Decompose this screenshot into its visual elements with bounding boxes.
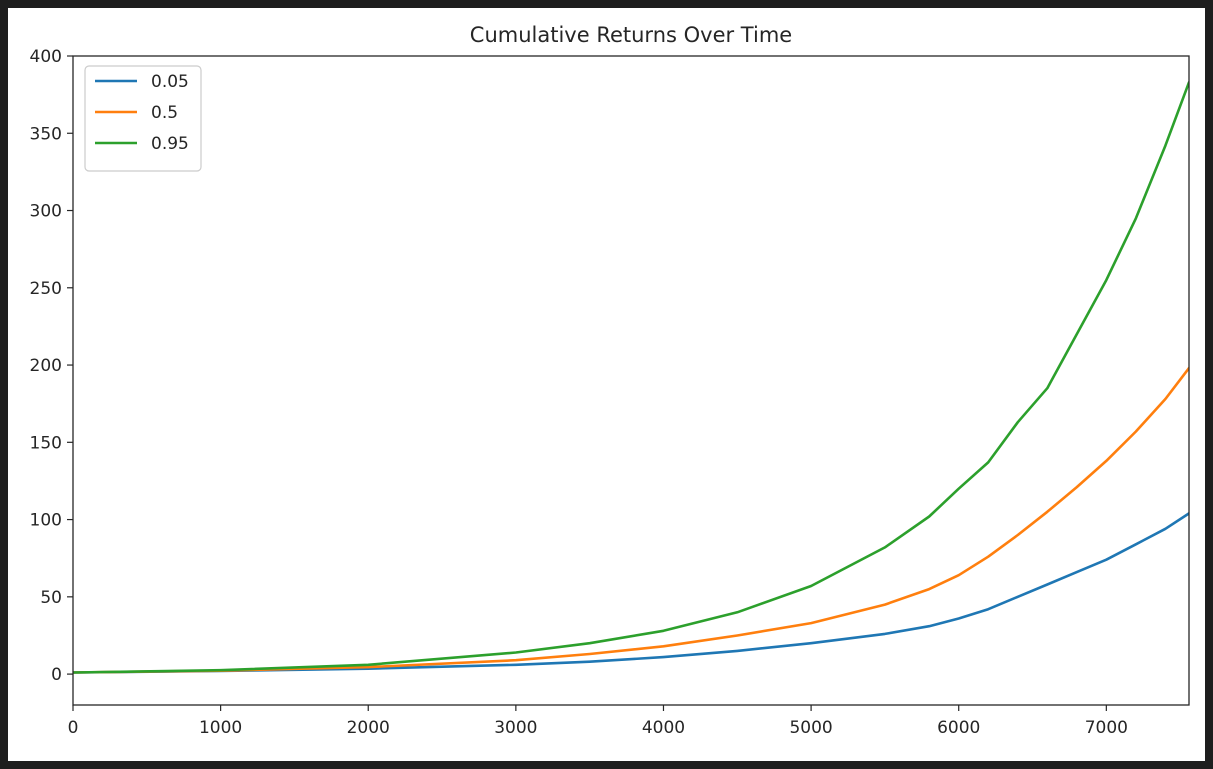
axes-frame [72, 55, 1190, 706]
chart-title: Cumulative Returns Over Time [470, 23, 792, 47]
y-tick-label: 150 [30, 433, 62, 453]
series-line-0.05 [73, 512, 1189, 674]
x-tick-label: 0 [68, 718, 79, 738]
axes: 0 1000 2000 3000 4000 5000 6000 7000 0 50 100 150 20… [30, 47, 1190, 738]
legend: 0.05 0.5 0.95 [84, 65, 202, 172]
x-tick-label: 6000 [937, 718, 980, 738]
y-tick-label: 50 [40, 588, 62, 608]
x-tick-label: 1000 [199, 718, 242, 738]
chart-figure: Cumulative Returns Over Time 0 1000 2000 30… [8, 8, 1205, 761]
x-tick-label: 5000 [789, 718, 832, 738]
legend-label-0.05: 0.05 [151, 72, 189, 92]
y-tick-label: 350 [30, 124, 62, 144]
legend-label-0.5: 0.5 [151, 103, 178, 123]
plot-area [73, 81, 1189, 674]
y-tick-label: 100 [30, 511, 62, 531]
x-tick-label: 7000 [1085, 718, 1128, 738]
y-tick-label: 250 [30, 279, 62, 299]
legend-box [84, 65, 202, 172]
y-tick-label: 0 [51, 665, 62, 685]
legend-label-0.95: 0.95 [151, 134, 189, 154]
chart-canvas: Cumulative Returns Over Time 0 1000 2000 30… [30, 23, 1190, 738]
x-tick-label: 2000 [347, 718, 390, 738]
series-line-0.5 [73, 366, 1189, 674]
series-line-0.95 [73, 81, 1189, 674]
y-tick-label: 300 [30, 202, 62, 222]
y-tick-label: 200 [30, 356, 62, 376]
x-tick-label: 3000 [494, 718, 537, 738]
y-tick-label: 400 [30, 47, 62, 67]
x-tick-label: 4000 [642, 718, 685, 738]
